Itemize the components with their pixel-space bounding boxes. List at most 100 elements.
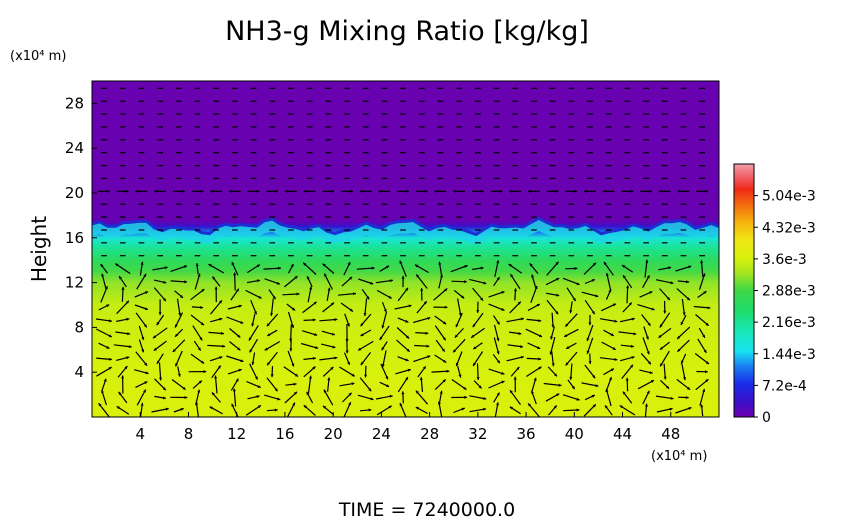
- wind-vector: [586, 324, 594, 342]
- wind-vector: [509, 406, 521, 415]
- wind-vector: [655, 395, 674, 400]
- wind-vector: [493, 392, 501, 403]
- wind-vector: [322, 263, 335, 274]
- wind-vector: [134, 304, 149, 311]
- wind-vector: [509, 301, 522, 314]
- wind-vector: [414, 344, 430, 348]
- wind-vector: [322, 405, 335, 416]
- wind-vector: [415, 390, 429, 405]
- wind-vector: [98, 304, 110, 311]
- wind-vector: [266, 408, 278, 412]
- wind-vector: [659, 350, 670, 367]
- wind-vector: [340, 302, 354, 312]
- wind-vector: [622, 302, 633, 313]
- wind-vector: [399, 260, 407, 277]
- wind-vector: [488, 303, 505, 311]
- wind-vector: [469, 407, 487, 413]
- plot-area: [91, 80, 720, 418]
- wind-vector: [618, 331, 637, 336]
- wind-vector: [414, 264, 429, 274]
- wind-vector: [419, 377, 424, 392]
- wind-vector: [247, 189, 260, 193]
- wind-vector: [488, 368, 505, 375]
- wind-vector: [287, 311, 295, 329]
- wind-vector: [492, 353, 501, 364]
- wind-vector: [394, 304, 412, 310]
- wind-vector: [136, 273, 147, 290]
- wind-vector: [583, 262, 597, 275]
- wind-vector: [588, 353, 592, 365]
- wind-vector: [639, 369, 653, 374]
- wind-vector: [641, 314, 651, 327]
- wind-vector: [588, 314, 592, 326]
- wind-vector: [565, 189, 578, 193]
- wind-vector: [117, 365, 128, 378]
- colorbar-tick-label: 2.16e-3: [762, 315, 816, 331]
- wind-vector: [420, 287, 424, 301]
- wind-vector: [584, 299, 596, 315]
- wind-vector: [550, 326, 555, 340]
- wind-vector: [601, 303, 617, 312]
- wind-vector: [488, 291, 505, 298]
- wind-vector: [676, 378, 691, 391]
- wind-vector: [469, 395, 487, 400]
- wind-vector: [267, 329, 278, 337]
- x-tick-label: 36: [517, 425, 536, 443]
- wind-vector: [248, 325, 259, 341]
- wind-vector: [264, 394, 281, 401]
- wind-vector: [510, 366, 520, 377]
- wind-vector: [581, 382, 599, 388]
- wind-vector: [303, 356, 316, 360]
- wind-vector: [396, 339, 411, 353]
- wind-vector: [563, 328, 579, 338]
- wind-vector: [302, 301, 317, 314]
- wind-vector: [434, 315, 447, 325]
- wind-vector: [285, 189, 297, 193]
- wind-vector: [121, 286, 125, 302]
- wind-vector: [286, 303, 296, 311]
- wind-vector: [116, 189, 129, 193]
- wind-vector: [303, 404, 316, 416]
- wind-vector: [303, 366, 316, 378]
- wind-vector: [209, 356, 223, 362]
- y-tick-label: 4: [74, 363, 84, 381]
- wind-vector: [433, 288, 448, 301]
- wind-vector: [344, 313, 350, 327]
- wind-vector: [655, 279, 674, 285]
- wind-vector: [431, 369, 450, 373]
- wind-vector: [452, 338, 466, 353]
- wind-vector: [209, 317, 223, 323]
- wind-vector: [397, 287, 409, 302]
- wind-vector: [364, 365, 368, 378]
- wind-vector: [620, 356, 635, 362]
- y-tick-label: 28: [65, 94, 84, 112]
- wind-vector: [360, 313, 372, 327]
- wind-vector: [509, 389, 521, 405]
- wind-vector: [211, 276, 221, 287]
- y-tick-label: 24: [65, 139, 84, 157]
- wind-vector: [626, 285, 630, 304]
- wind-vector: [659, 341, 670, 351]
- wind-vector: [493, 315, 500, 325]
- wind-vector: [191, 305, 204, 309]
- wind-vector: [675, 407, 692, 414]
- wind-vector: [302, 262, 317, 275]
- wind-vector: [378, 189, 391, 193]
- wind-vector: [644, 259, 649, 278]
- colorbar-ticks: 0 7.2e-4 1.44e-3 2.16e-3 2.88e-3 3.6e-3 4.32e-…: [754, 189, 816, 426]
- wind-vector: [338, 292, 357, 296]
- wind-vector: [339, 382, 355, 387]
- wind-vector: [469, 278, 487, 285]
- wind-vector: [396, 327, 410, 339]
- x-tick-label: 12: [227, 425, 246, 443]
- wind-vector: [227, 368, 242, 375]
- wind-vector: [526, 357, 542, 361]
- colorbar-tick-label: 2.88e-3: [762, 284, 816, 300]
- wind-vector: [656, 407, 673, 413]
- wind-vector: [546, 189, 559, 193]
- wind-vector: [397, 317, 409, 323]
- wind-vector: [545, 393, 560, 402]
- wind-vector: [230, 288, 240, 301]
